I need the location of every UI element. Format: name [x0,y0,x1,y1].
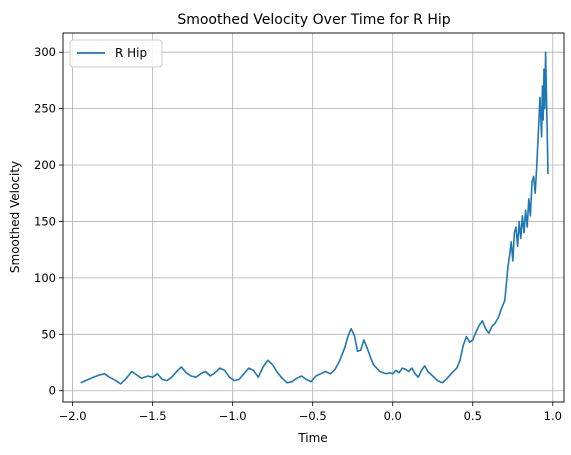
x-tick-label: 0.0 [384,409,402,423]
series-line-r-hip [80,51,549,385]
grid [63,33,564,402]
chart-title: Smoothed Velocity Over Time for R Hip [177,12,450,28]
x-tick-label: −2.0 [59,409,87,423]
x-tick-label: 1.0 [544,409,562,423]
y-tick-label: 0 [49,384,56,398]
x-tick-label: −0.5 [299,409,327,423]
x-tick-label: −1.0 [219,409,247,423]
x-tick-label: 0.5 [464,409,482,423]
legend: R Hip [69,39,163,68]
ticks: −2.0 −1.5 −1.0 −0.5 0.0 0.5 1.0 0 50 100 150 200 250… [34,45,562,423]
y-axis-label: Smoothed Velocity [8,161,22,273]
plot-frame [62,32,565,403]
x-tick-label: −1.5 [139,409,167,423]
y-tick-label: 100 [34,271,56,285]
x-axis-label: Time [297,431,327,445]
legend-box [69,39,163,68]
y-tick-label: 200 [34,158,56,172]
y-tick-label: 300 [34,45,56,59]
legend-label: R Hip [115,46,147,60]
y-tick-label: 250 [34,102,56,116]
y-tick-label: 150 [34,214,56,228]
series-layer [80,51,549,385]
y-tick-label: 50 [41,327,56,341]
